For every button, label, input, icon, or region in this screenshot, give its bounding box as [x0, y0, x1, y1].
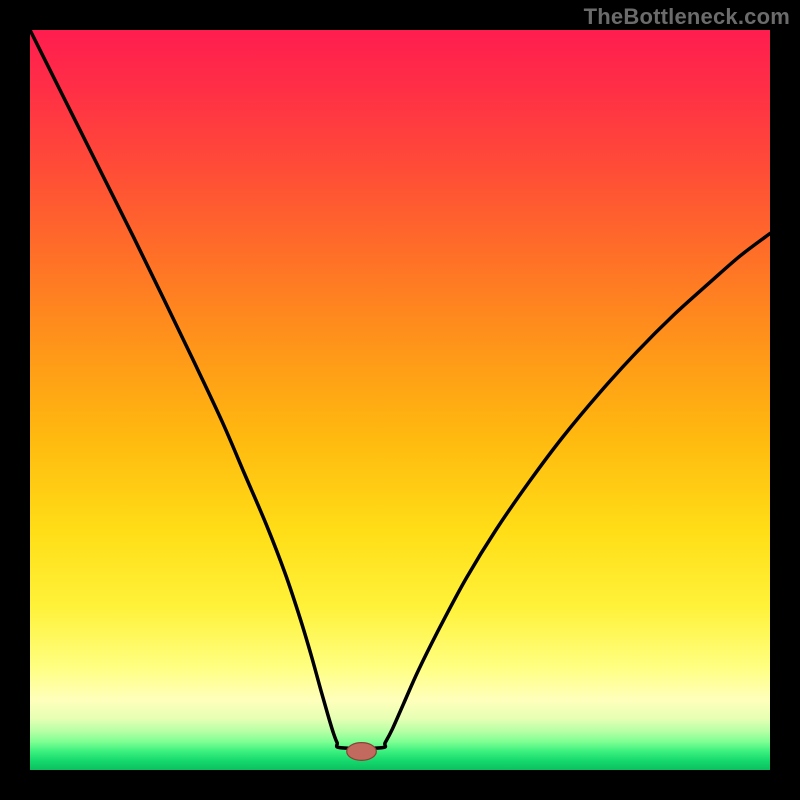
gradient-background [30, 30, 770, 770]
watermark-text: TheBottleneck.com [584, 4, 790, 30]
chart-container: TheBottleneck.com [0, 0, 800, 800]
bottleneck-chart [0, 0, 800, 800]
optimal-point-marker [347, 743, 377, 761]
